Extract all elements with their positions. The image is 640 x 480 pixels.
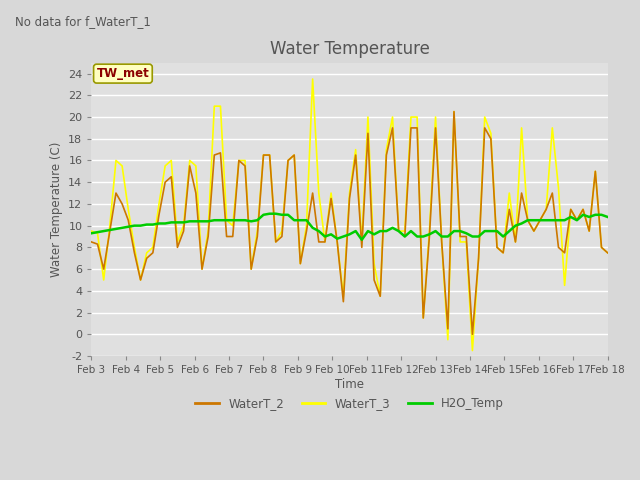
- WaterT_3: [308, 76, 316, 82]
- Y-axis label: Water Temperature (C): Water Temperature (C): [49, 142, 63, 277]
- WaterT_2: [346, 196, 353, 202]
- WaterT_2: [586, 228, 593, 234]
- H2O_Temp: [358, 237, 365, 243]
- WaterT_2: [247, 266, 255, 272]
- WaterT_3: [352, 147, 360, 153]
- H2O_Temp: [241, 217, 249, 223]
- H2O_Temp: [352, 228, 360, 234]
- H2O_Temp: [247, 218, 255, 224]
- H2O_Temp: [586, 214, 593, 220]
- WaterT_3: [173, 239, 181, 245]
- H2O_Temp: [266, 211, 273, 216]
- Title: Water Temperature: Water Temperature: [269, 40, 429, 59]
- Line: WaterT_3: WaterT_3: [92, 79, 607, 350]
- WaterT_3: [247, 266, 255, 272]
- H2O_Temp: [88, 230, 95, 236]
- Line: H2O_Temp: H2O_Temp: [92, 214, 607, 240]
- Text: No data for f_WaterT_1: No data for f_WaterT_1: [15, 15, 151, 28]
- WaterT_3: [88, 228, 95, 234]
- WaterT_2: [266, 152, 273, 158]
- WaterT_2: [604, 250, 611, 256]
- WaterT_3: [586, 228, 593, 234]
- WaterT_2: [173, 244, 181, 250]
- WaterT_2: [468, 331, 476, 337]
- WaterT_2: [450, 109, 458, 115]
- Legend: WaterT_2, WaterT_3, H2O_Temp: WaterT_2, WaterT_3, H2O_Temp: [190, 392, 509, 415]
- WaterT_3: [604, 250, 611, 256]
- WaterT_2: [241, 163, 249, 169]
- H2O_Temp: [272, 211, 280, 216]
- WaterT_3: [266, 152, 273, 158]
- Text: TW_met: TW_met: [97, 67, 149, 80]
- Line: WaterT_2: WaterT_2: [92, 112, 607, 334]
- H2O_Temp: [173, 219, 181, 225]
- H2O_Temp: [604, 214, 611, 220]
- WaterT_3: [468, 348, 476, 353]
- WaterT_2: [88, 239, 95, 245]
- X-axis label: Time: Time: [335, 378, 364, 391]
- WaterT_3: [241, 157, 249, 163]
